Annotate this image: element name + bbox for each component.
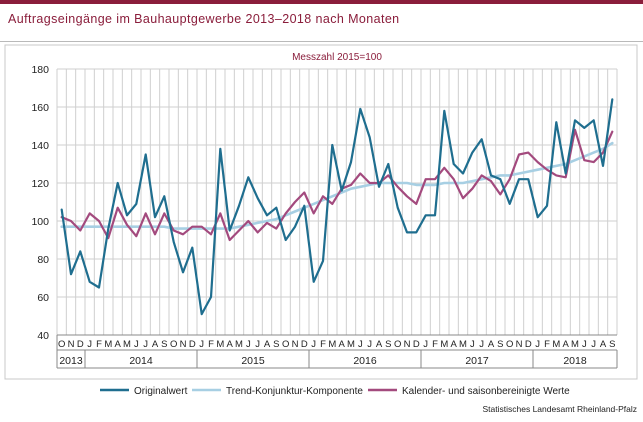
month-tick-label: M: [459, 339, 467, 350]
y-tick-label: 140: [31, 140, 49, 152]
year-tick-label: 2016: [353, 355, 377, 367]
month-tick-label: A: [264, 339, 271, 350]
month-tick-label: M: [347, 339, 355, 350]
month-tick-label: J: [423, 339, 428, 350]
month-tick-label: A: [600, 339, 607, 350]
month-tick-label: S: [609, 339, 615, 350]
month-tick-label: M: [552, 339, 560, 350]
month-tick-label: F: [432, 339, 438, 350]
brand-bar: [0, 0, 643, 4]
series-line-originalwert: [60, 98, 614, 316]
month-tick-label: A: [338, 339, 345, 350]
month-tick-label: D: [77, 339, 84, 350]
month-tick-label: F: [544, 339, 550, 350]
month-tick-label: J: [358, 339, 363, 350]
y-tick-label: 60: [37, 292, 49, 304]
title-divider: [0, 41, 643, 42]
month-tick-label: O: [506, 339, 513, 350]
month-tick-label: J: [479, 339, 484, 350]
month-tick-label: J: [199, 339, 204, 350]
month-tick-label: N: [516, 339, 523, 350]
source-note: Statistisches Landesamt Rheinland-Pfalz: [482, 404, 638, 414]
month-tick-label: D: [301, 339, 308, 350]
month-tick-label: S: [273, 339, 279, 350]
year-tick-label: 2017: [465, 355, 489, 367]
month-tick-label: O: [58, 339, 65, 350]
year-tick-label: 2014: [129, 355, 153, 367]
month-tick-label: D: [413, 339, 420, 350]
month-tick-label: J: [535, 339, 540, 350]
month-tick-label: A: [376, 339, 383, 350]
month-tick-label: J: [311, 339, 316, 350]
month-tick-label: J: [470, 339, 475, 350]
month-tick-label: N: [292, 339, 299, 350]
month-tick-label: M: [328, 339, 336, 350]
month-tick-label: D: [189, 339, 196, 350]
month-tick-label: A: [488, 339, 495, 350]
y-tick-label: 100: [31, 216, 49, 228]
month-tick-label: A: [226, 339, 233, 350]
legend-label: Trend-Konjunktur-Komponente: [226, 386, 363, 397]
month-tick-label: N: [404, 339, 411, 350]
plot-frame: [4, 44, 638, 380]
month-tick-label: O: [282, 339, 289, 350]
month-tick-label: M: [571, 339, 579, 350]
month-tick-label: M: [216, 339, 224, 350]
month-tick-label: N: [68, 339, 75, 350]
y-tick-label: 40: [37, 330, 49, 342]
month-tick-label: F: [96, 339, 102, 350]
month-tick-label: J: [367, 339, 372, 350]
chart-subtitle: Messzahl 2015=100: [292, 52, 382, 63]
month-tick-label: F: [208, 339, 214, 350]
month-tick-label: F: [320, 339, 326, 350]
month-tick-label: A: [114, 339, 121, 350]
month-tick-label: O: [394, 339, 401, 350]
month-tick-label: M: [235, 339, 243, 350]
year-tick-label: 2013: [59, 355, 83, 367]
month-tick-label: J: [246, 339, 251, 350]
month-tick-label: M: [123, 339, 131, 350]
legend-label: Originalwert: [134, 386, 188, 397]
month-tick-label: A: [450, 339, 457, 350]
month-tick-label: O: [170, 339, 177, 350]
month-tick-label: J: [582, 339, 587, 350]
month-tick-label: M: [440, 339, 448, 350]
year-tick-label: 2018: [563, 355, 587, 367]
month-tick-label: A: [562, 339, 569, 350]
month-tick-label: S: [497, 339, 503, 350]
month-tick-label: J: [143, 339, 148, 350]
month-tick-label: J: [591, 339, 596, 350]
y-tick-label: 160: [31, 102, 49, 114]
month-tick-label: S: [161, 339, 167, 350]
month-tick-label: M: [104, 339, 112, 350]
y-tick-label: 80: [37, 254, 49, 266]
month-tick-label: J: [87, 339, 92, 350]
y-tick-label: 120: [31, 178, 49, 190]
month-tick-label: A: [152, 339, 159, 350]
y-tick-label: 180: [31, 64, 49, 76]
series-line-kalender-und-saisonbereinigte-werte: [60, 128, 614, 242]
month-tick-label: J: [134, 339, 139, 350]
legend-label: Kalender- und saisonbereinigte Werte: [402, 386, 570, 397]
month-tick-label: S: [385, 339, 391, 350]
month-tick-label: N: [180, 339, 187, 350]
month-tick-label: J: [255, 339, 260, 350]
page-title: Auftragseingänge im Bauhauptgewerbe 2013…: [8, 12, 400, 26]
year-tick-label: 2015: [241, 355, 265, 367]
month-tick-label: D: [525, 339, 532, 350]
